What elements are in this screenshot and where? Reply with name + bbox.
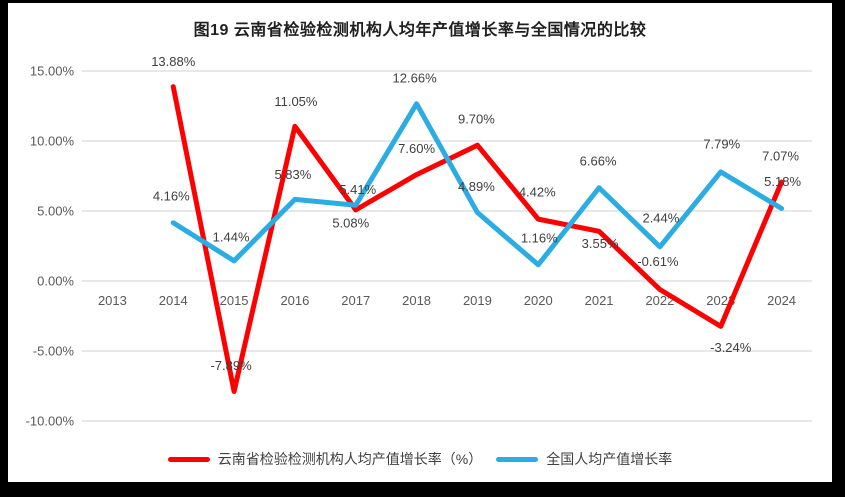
data-label-yunnan: 11.05% xyxy=(274,94,318,109)
data-label-yunnan: 9.70% xyxy=(458,112,495,127)
data-label-national: 4.89% xyxy=(458,179,495,194)
legend-swatch-yunnan-icon xyxy=(167,456,210,462)
y-axis-tick-label: -10.00% xyxy=(26,414,75,429)
data-label-yunnan: 7.60% xyxy=(398,141,435,156)
legend-label-national: 全国人均产值增长率 xyxy=(546,451,673,467)
data-label-national: 5.18% xyxy=(764,174,801,189)
x-axis-tick-label: 2020 xyxy=(524,293,553,308)
series-line-national xyxy=(170,101,785,268)
x-axis-tick-label: 2024 xyxy=(767,293,796,308)
y-axis-tick-label: 5.00% xyxy=(37,204,74,219)
data-label-yunnan: 5.08% xyxy=(332,215,369,230)
data-label-yunnan: -0.61% xyxy=(637,254,679,269)
x-axis-tick-label: 2016 xyxy=(280,293,309,308)
x-axis-tick-label: 2014 xyxy=(159,293,188,308)
data-label-yunnan: 3.55% xyxy=(582,236,619,251)
legend-item-yunnan: 云南省检验检测机构人均产值增长率（%） xyxy=(167,449,483,469)
data-label-yunnan: 13.88% xyxy=(151,54,196,69)
x-axis-tick-label: 2021 xyxy=(585,293,614,308)
series-line-yunnan xyxy=(170,84,785,394)
chart-canvas: 15.00% 10.00% 5.00% 0.00% -5.00% -10.00% 2013 2… xyxy=(8,3,832,482)
data-label-national: 12.66% xyxy=(393,70,438,85)
x-axis-tick-label: 2013 xyxy=(98,293,127,308)
data-label-yunnan: -7.89% xyxy=(210,358,252,373)
data-label-national: 5.41% xyxy=(339,182,376,197)
chart-legend: 云南省检验检测机构人均产值增长率（%） 全国人均产值增长率 xyxy=(8,449,832,469)
x-axis-tick-label: 2018 xyxy=(402,293,431,308)
chart-title: 图19 云南省检验检测机构人均年产值增长率与全国情况的比较 xyxy=(193,22,647,39)
y-axis-tick-label: 15.00% xyxy=(30,64,75,79)
data-label-national: 4.16% xyxy=(153,188,190,203)
legend-item-national: 全国人均产值增长率 xyxy=(496,449,672,469)
data-label-national: 7.79% xyxy=(703,136,740,151)
x-axis-tick-label: 2017 xyxy=(341,293,370,308)
y-axis-tick-label: -5.00% xyxy=(33,344,75,359)
legend-label-yunnan: 云南省检验检测机构人均产值增长率（%） xyxy=(217,451,483,467)
line-chart-plot: 15.00% 10.00% 5.00% 0.00% -5.00% -10.00% 2013 2… xyxy=(26,54,812,429)
data-label-national: 5.83% xyxy=(274,167,311,182)
data-label-national: 1.16% xyxy=(521,230,558,245)
data-label-yunnan: -3.24% xyxy=(710,340,752,355)
data-label-yunnan: 4.42% xyxy=(519,185,556,200)
data-label-national: 1.44% xyxy=(213,229,250,244)
data-label-national: 6.66% xyxy=(580,153,617,168)
y-axis-tick-label: 0.00% xyxy=(37,274,74,289)
x-axis-tick-label: 2019 xyxy=(463,293,492,308)
legend-swatch-national-icon xyxy=(496,456,539,462)
data-label-yunnan: 7.07% xyxy=(762,149,799,164)
y-axis-tick-label: 10.00% xyxy=(30,134,75,149)
x-axis-tick-label: 2015 xyxy=(220,293,249,308)
data-label-national: 2.44% xyxy=(642,210,679,225)
